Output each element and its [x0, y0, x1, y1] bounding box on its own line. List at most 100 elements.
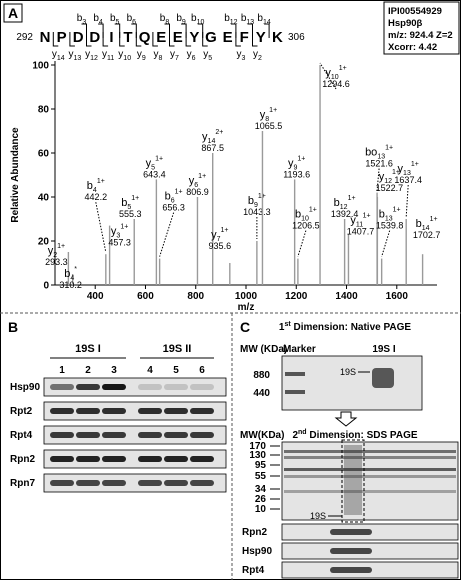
cleavage [202, 32, 208, 47]
panel-label: A [8, 5, 18, 21]
lane-label: 4 [147, 365, 153, 376]
band [76, 432, 100, 438]
ion-letter: y [202, 131, 208, 143]
ion-letter: b [379, 209, 385, 221]
ion-charge: 1+ [198, 173, 206, 180]
ion-index: 13 [377, 154, 385, 161]
band [284, 490, 456, 493]
dim-title: 2nd Dimension: SDS PAGE [292, 429, 417, 441]
residue: Q [139, 29, 151, 46]
ion-label: y81+ [260, 107, 277, 123]
x-axis-label: m/z [238, 302, 255, 313]
band [102, 408, 126, 414]
ion-charge: 1+ [339, 65, 347, 72]
ion-charge: 1+ [309, 207, 317, 214]
band [190, 480, 214, 486]
ion-index: 8 [158, 55, 162, 62]
mz-label: 1043.3 [243, 207, 271, 217]
ion-index: 9 [182, 19, 186, 26]
ion-charge: 1+ [393, 207, 401, 214]
ion-charge: 1+ [430, 216, 438, 223]
ion-letter: y [398, 163, 404, 175]
y-ion: y13 [69, 49, 82, 62]
mz-label: 457.3 [108, 238, 131, 248]
mz-label: 656.3 [162, 203, 185, 213]
y-ion: y3 [236, 49, 245, 62]
y-tick-label: 80 [38, 105, 50, 116]
group-label: 19S II [163, 343, 192, 355]
ion-label: bo131+ [365, 145, 393, 161]
mz-label: 1522.7 [376, 183, 404, 193]
ion-letter: b [64, 268, 70, 280]
mw-tick: 170 [249, 441, 266, 452]
ion-letter: y [146, 157, 152, 169]
y-tick-label: 0 [43, 281, 49, 292]
mz-label: 1065.5 [255, 121, 283, 131]
ion-charge: 1+ [297, 155, 305, 162]
band [330, 529, 372, 535]
mz-label: 935.6 [209, 241, 232, 251]
ion-index: 10 [123, 55, 131, 62]
ion-index: 5 [151, 164, 155, 171]
ion-letter: y [203, 49, 208, 60]
ion-index: 9 [254, 202, 258, 209]
ion-label: b141+ [416, 216, 438, 232]
mz-label: 1392.4 [331, 209, 359, 219]
band [190, 432, 214, 438]
lane-label: 2 [85, 365, 91, 376]
row-label: Rpn7 [10, 478, 35, 489]
cleavage [86, 32, 92, 47]
ion-label: y111+ [350, 212, 370, 228]
ion-label: y51+ [146, 155, 163, 171]
ion-label: y121+ [379, 169, 400, 185]
panel-label-box [3, 3, 23, 23]
mz-label: 1407.7 [347, 226, 375, 236]
group-label: 19S I [75, 343, 101, 355]
ion-index: 8 [165, 19, 169, 26]
band [344, 445, 362, 515]
ion-index: 7 [217, 236, 221, 243]
mw-label: MW (KDa) [240, 344, 287, 355]
ion-index: 12 [230, 19, 238, 26]
ion-label: y101+ [325, 65, 346, 81]
band [50, 480, 74, 486]
b-ion: b6 [127, 13, 137, 26]
ion-index: 5 [208, 55, 212, 62]
residue: F [240, 29, 249, 46]
b-ion: b12 [224, 13, 237, 26]
mw-tick: 130 [249, 450, 266, 461]
band [76, 408, 100, 414]
row-label: Rpt2 [10, 406, 33, 417]
leader [381, 230, 391, 257]
ion-letter: y [211, 229, 217, 241]
cleavage [102, 32, 109, 47]
band [164, 480, 188, 486]
ion-letter: bo [365, 147, 377, 159]
ion-letter: b [127, 13, 133, 24]
y-ion: y7 [170, 49, 179, 62]
ion-charge: 1+ [155, 155, 163, 162]
ion-index: 5 [127, 204, 131, 211]
band-label: 19S [310, 511, 326, 521]
ion-letter: b [416, 218, 422, 230]
ion-letter: y [48, 245, 54, 257]
residue: I [109, 29, 113, 46]
band [284, 468, 456, 471]
band [50, 432, 74, 438]
suffix: nd [298, 429, 307, 436]
ion-label: y31+ [111, 224, 128, 240]
title: Dimension: Native PAGE [291, 322, 412, 333]
row-label: Hsp90 [242, 546, 272, 557]
ion-letter: b [248, 195, 254, 207]
ion-letter: b [87, 180, 93, 192]
ion-letter: y [69, 49, 74, 60]
band [76, 480, 100, 486]
ion-label: b4* [64, 266, 77, 282]
ordinal: 1 [279, 322, 285, 333]
ion-charge: 1+ [363, 212, 371, 219]
mw-tick: 10 [255, 504, 267, 515]
info-line: IPI00554929 [388, 6, 442, 17]
down-arrow [334, 411, 358, 427]
ion-letter: y [288, 157, 294, 169]
mw-tick: 880 [253, 370, 270, 381]
